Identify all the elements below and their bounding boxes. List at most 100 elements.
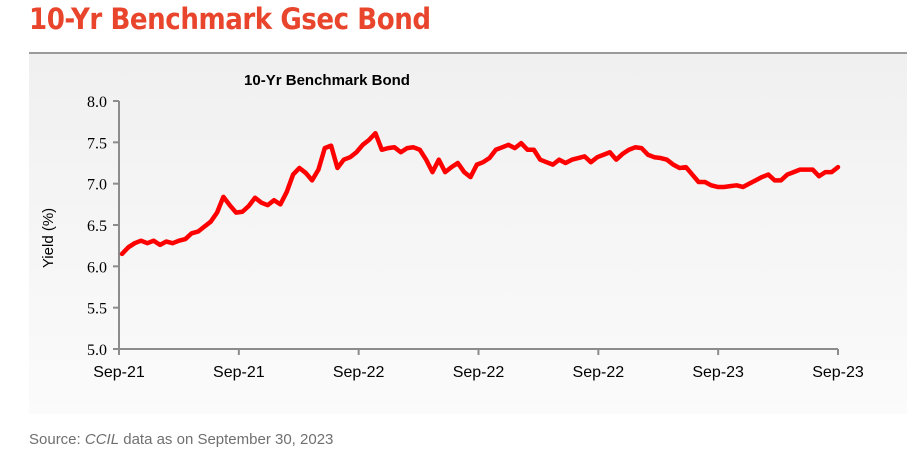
data-point — [811, 168, 815, 172]
data-point — [741, 185, 745, 189]
data-point — [354, 150, 358, 154]
data-point — [348, 155, 352, 159]
data-point — [392, 145, 396, 149]
data-point — [380, 148, 384, 152]
data-point — [468, 175, 472, 179]
x-tick-label: Sep-23 — [692, 364, 744, 381]
data-point — [583, 154, 587, 158]
data-point — [823, 170, 827, 174]
data-point — [430, 170, 434, 174]
data-point — [209, 220, 213, 224]
data-point — [570, 158, 574, 162]
line-chart: 10-Yr Benchmark Bond Yield (%) 5.0 5.5 6.0… — [40, 72, 864, 381]
data-point — [158, 243, 162, 247]
data-point — [519, 141, 523, 145]
data-point — [557, 158, 561, 162]
data-point — [418, 148, 422, 152]
data-point — [659, 156, 663, 160]
data-point — [443, 170, 447, 174]
data-point — [177, 239, 181, 243]
x-tick-label: Sep-22 — [573, 364, 625, 381]
data-point — [310, 178, 314, 182]
data-point — [126, 245, 130, 249]
page-title: 10-Yr Benchmark Gsec Bond — [29, 2, 431, 36]
data-point — [475, 163, 479, 167]
data-point — [709, 183, 713, 187]
data-point — [183, 237, 187, 241]
data-point — [240, 210, 244, 214]
data-point — [259, 201, 263, 205]
data-point — [671, 163, 675, 167]
data-point — [538, 158, 542, 162]
data-point — [678, 166, 682, 170]
data-point — [564, 161, 568, 165]
data-point — [133, 241, 137, 245]
data-point — [684, 165, 688, 169]
data-point — [703, 180, 707, 184]
data-point — [836, 165, 840, 169]
x-tick-label: Sep-22 — [333, 364, 385, 381]
source-suffix: data as on September 30, 2023 — [119, 431, 334, 448]
data-point — [171, 241, 175, 245]
x-tick-label: Sep-21 — [93, 364, 145, 381]
data-point — [747, 182, 751, 186]
data-point — [367, 138, 371, 142]
data-point — [373, 131, 377, 135]
data-point — [792, 170, 796, 174]
data-point — [221, 195, 225, 199]
data-point — [728, 184, 732, 188]
data-point — [285, 190, 289, 194]
data-point — [456, 161, 460, 165]
data-point — [399, 150, 403, 154]
data-point — [785, 173, 789, 177]
source-note: Source: CCIL data as on September 30, 20… — [29, 431, 333, 448]
data-point — [297, 166, 301, 170]
y-axis-label: Yield (%) — [40, 208, 57, 268]
data-point — [640, 146, 644, 150]
source-prefix: Source: — [29, 431, 85, 448]
data-point — [608, 150, 612, 154]
data-point — [164, 240, 168, 244]
data-point — [196, 230, 200, 234]
y-tick-label: 6.0 — [87, 259, 107, 276]
data-point — [488, 156, 492, 160]
data-point — [602, 153, 606, 157]
y-tick-label: 7.0 — [87, 177, 107, 194]
data-point — [152, 239, 156, 243]
data-point — [361, 143, 365, 147]
data-point — [513, 146, 517, 150]
y-tick-label: 8.0 — [87, 94, 107, 111]
data-point — [335, 166, 339, 170]
data-point — [817, 174, 821, 178]
data-point — [646, 153, 650, 157]
data-point — [253, 196, 257, 200]
data-point — [754, 178, 758, 182]
data-point — [722, 185, 726, 189]
data-point — [266, 203, 270, 207]
data-point — [500, 145, 504, 149]
data-point — [304, 171, 308, 175]
data-point — [798, 168, 802, 172]
data-point — [652, 155, 656, 159]
data-point — [437, 158, 441, 162]
source-name: CCIL — [84, 431, 120, 448]
data-point — [773, 178, 777, 182]
yield-line — [119, 130, 841, 257]
data-point — [507, 143, 511, 147]
data-point — [665, 158, 669, 162]
data-point — [595, 155, 599, 159]
data-point — [272, 198, 276, 202]
data-point — [576, 156, 580, 160]
y-tick-label: 7.5 — [87, 135, 107, 152]
data-point — [190, 231, 194, 235]
data-point — [545, 160, 549, 164]
data-point — [215, 211, 219, 215]
data-point — [234, 211, 238, 215]
chart-panel: 10-Yr Benchmark Bond Yield (%) 5.0 5.5 6.0… — [29, 52, 907, 414]
data-point — [449, 165, 453, 169]
data-point — [589, 160, 593, 164]
data-point — [145, 241, 149, 245]
data-point — [228, 203, 232, 207]
data-point — [323, 146, 327, 150]
data-point — [551, 163, 555, 167]
